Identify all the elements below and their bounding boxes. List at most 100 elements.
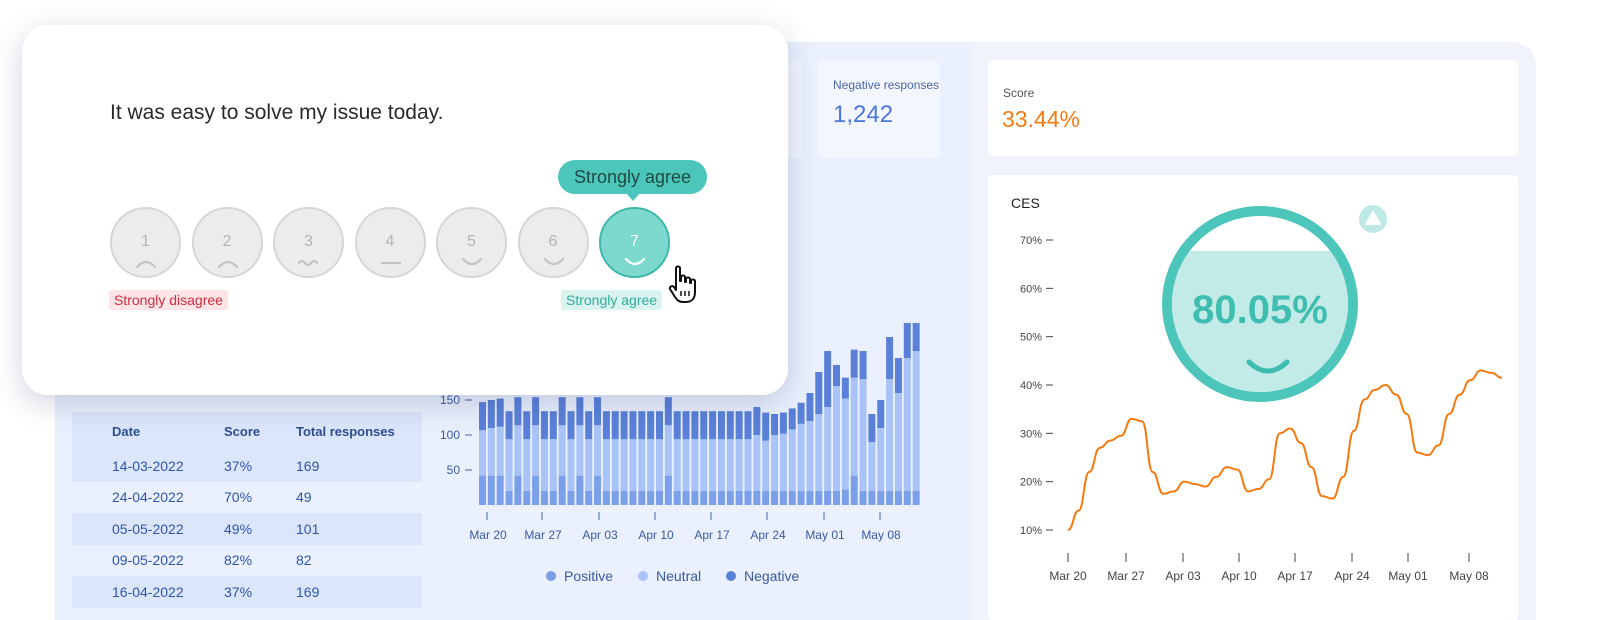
bar-neutral [673,439,681,491]
bar-neutral [709,439,717,491]
bar-positive [788,491,796,505]
bar-neutral [505,439,513,491]
bar-negative [523,411,531,440]
stat-card-blank [785,60,802,158]
cell-total: 49 [296,489,312,506]
bar-negative [611,411,619,440]
bar-neutral [611,439,619,491]
bar-neutral [753,435,761,491]
bar-neutral [602,439,610,491]
ces-title: CES [1011,195,1040,211]
frown-face-icon [135,260,157,269]
cell-score: 37% [224,583,253,600]
trend-up-icon [1359,205,1387,233]
bar-neutral [833,386,840,491]
bar-positive [894,491,902,505]
bar-negative [549,411,557,440]
bar-positive [673,491,681,505]
bar-neutral [762,440,770,491]
bar-negative [576,397,584,426]
cell-date: 05-05-2022 [112,520,184,537]
rating-option-6[interactable]: 6 [517,207,589,278]
bar-neutral [912,351,920,491]
bar-neutral [744,439,752,491]
bar-positive [912,491,920,505]
bar-positive [505,491,513,505]
bar-positive [762,491,770,505]
bar-negative [788,408,796,430]
bar-neutral [576,425,584,476]
table-row[interactable]: 14-03-2022 37% 169 [72,450,422,482]
bar-negative [894,358,902,393]
bar-negative [602,411,610,440]
survey-question: It was easy to solve my issue today. [110,101,444,124]
bar-negative [833,365,840,386]
rating-number: 5 [467,233,476,250]
bar-positive [841,489,849,505]
bar-neutral [779,433,787,491]
bar-neutral [726,439,734,491]
y-tick-label: 20% [1020,477,1042,489]
bar-neutral [558,425,566,476]
x-tick-label: Mar 20 [469,528,507,542]
bar-negative [779,412,787,434]
bar-negative [496,398,504,427]
bar-negative [664,397,672,426]
bar-positive [514,475,522,505]
smile-face-icon [624,257,646,266]
bar-negative [903,323,911,358]
rating-option-7[interactable]: 7 [599,207,670,278]
rating-option-5[interactable]: 5 [436,207,507,278]
x-tick-label: Apr 03 [582,528,618,542]
y-tick-label: 10% [1020,525,1042,537]
table-row[interactable]: 24-04-2022 70% 49 [72,482,422,514]
legend-swatch [546,571,556,581]
bar-positive [682,491,690,505]
bar-negative [753,407,761,435]
tooltip-arrow [626,193,640,201]
bar-neutral [824,407,832,491]
bar-positive [567,491,575,505]
score-card: Score 33.44% [988,60,1518,156]
cell-total: 169 [296,583,320,600]
rating-option-2[interactable]: 2 [191,207,263,278]
legend-swatch [638,571,648,581]
bar-neutral [700,439,708,491]
table-row[interactable]: 05-05-2022 49% 101 [72,513,422,545]
rating-option-4[interactable]: 4 [354,207,426,278]
bar-negative [841,377,849,399]
bar-neutral [514,425,522,476]
x-tick-label: May 08 [1449,569,1489,583]
bar-negative [912,323,920,351]
frown-face-icon [217,260,238,269]
bar-neutral [797,423,805,491]
table-body: 14-03-2022 37% 169 24-04-2022 70% 49 05-05-202… [72,450,422,608]
header-score: Score [224,423,261,439]
bar-negative [806,393,814,421]
smile-face-icon [543,257,564,266]
bar-negative [859,351,867,379]
bar-negative [682,411,690,440]
rating-option-1[interactable]: 1 [110,207,181,278]
bar-negative [877,400,885,428]
bar-positive [850,475,858,505]
x-tick-label: Apr 10 [1221,569,1257,583]
y-tick-label: 50% [1020,332,1042,344]
y-tick-label: 100 [440,428,460,442]
legend-label: Neutral [656,568,701,584]
bar-negative [647,411,655,440]
bar-positive [647,491,655,505]
bar-positive [523,491,531,505]
x-tick-label: Apr 24 [1334,569,1370,583]
table-row[interactable]: 09-05-2022 82% 82 [72,545,422,577]
x-tick-label: Mar 27 [524,528,562,542]
bar-neutral [850,377,858,476]
table-row[interactable]: 16-04-2022 37% 169 [72,576,422,608]
bar-negative [567,411,575,440]
bar-negative [709,411,717,440]
rating-option-3[interactable]: 3 [273,207,344,278]
bar-neutral [771,435,779,491]
bar-positive [602,491,610,505]
bar-positive [771,491,779,505]
